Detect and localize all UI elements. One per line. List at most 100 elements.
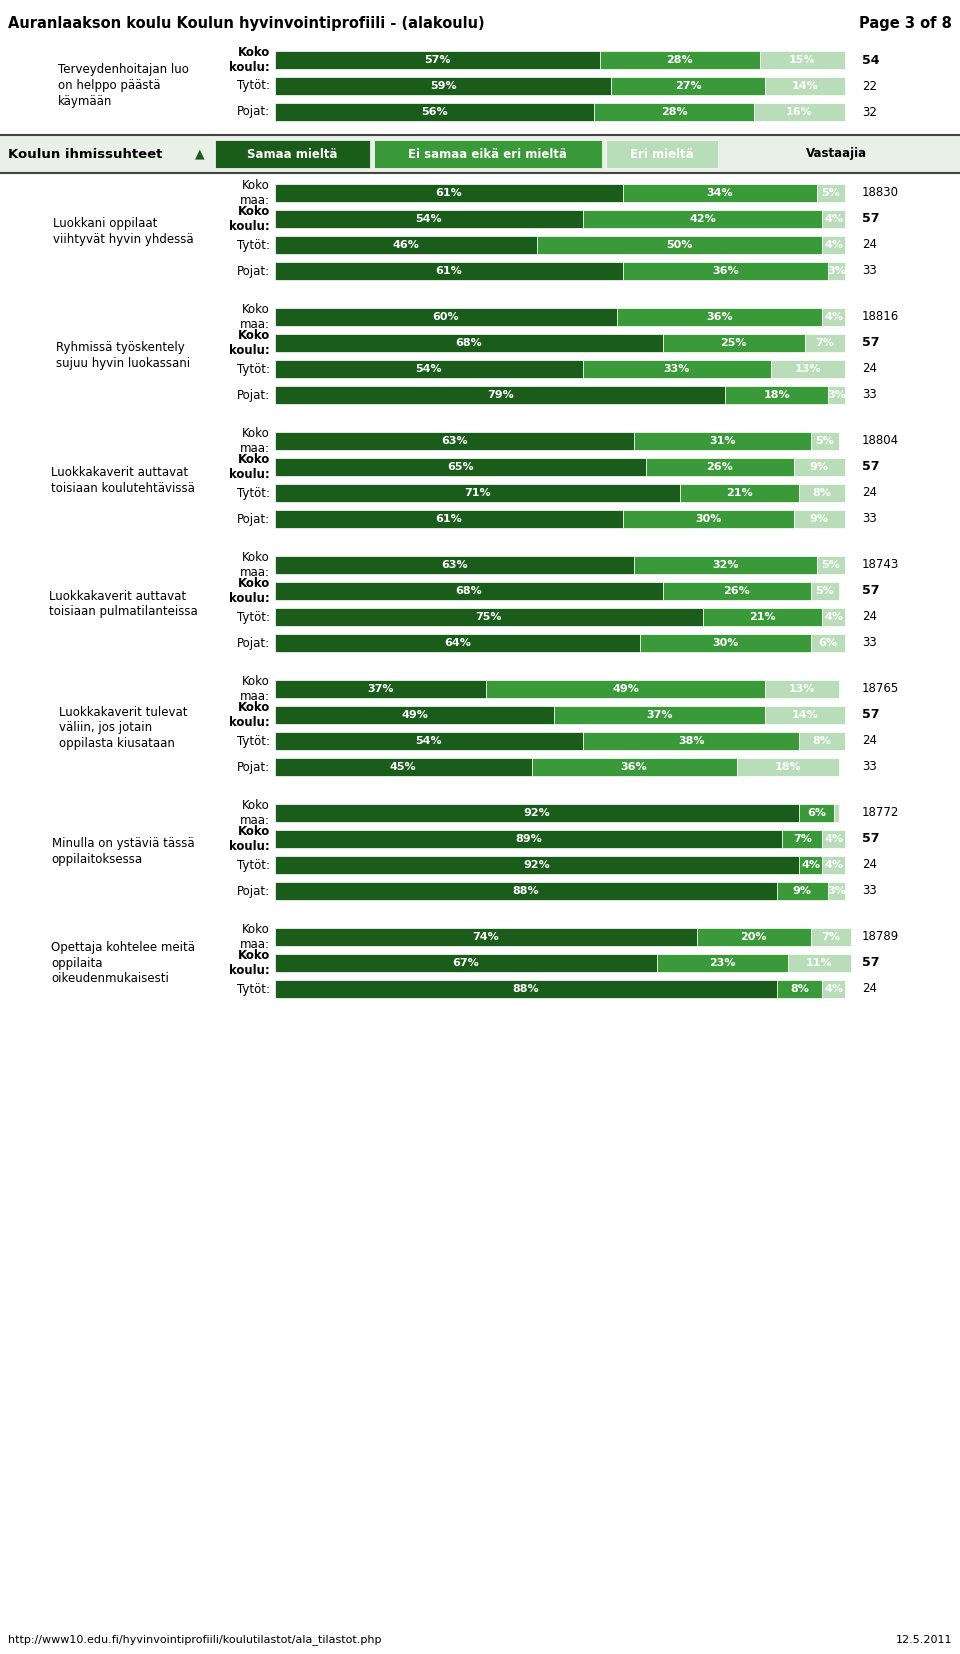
Text: Pojat:: Pojat: bbox=[237, 513, 270, 526]
Bar bbox=[765, 680, 839, 698]
Text: Minulla on ystäviä tässä
oppilaitoksessa: Minulla on ystäviä tässä oppilaitoksessa bbox=[52, 837, 194, 867]
Text: 4%: 4% bbox=[824, 213, 843, 223]
Bar bbox=[275, 485, 680, 503]
Text: 49%: 49% bbox=[612, 685, 639, 695]
Bar bbox=[275, 509, 623, 528]
Bar bbox=[822, 237, 845, 255]
Text: 88%: 88% bbox=[513, 887, 540, 896]
Text: 5%: 5% bbox=[822, 561, 840, 571]
Text: 26%: 26% bbox=[707, 461, 733, 471]
Text: 36%: 36% bbox=[621, 762, 647, 772]
Text: Koko
koulu:: Koko koulu: bbox=[229, 577, 270, 605]
Text: 22: 22 bbox=[862, 79, 877, 93]
Bar bbox=[275, 609, 703, 625]
Text: 24: 24 bbox=[862, 486, 877, 500]
Text: 61%: 61% bbox=[436, 266, 462, 276]
Text: Koko
koulu:: Koko koulu: bbox=[229, 701, 270, 729]
Text: 54%: 54% bbox=[416, 213, 443, 223]
Text: 18804: 18804 bbox=[862, 435, 900, 448]
Bar bbox=[583, 210, 822, 228]
Bar bbox=[275, 882, 777, 900]
Text: 60%: 60% bbox=[433, 313, 459, 323]
Text: 4%: 4% bbox=[824, 313, 843, 323]
Bar bbox=[805, 334, 845, 352]
Text: 18816: 18816 bbox=[862, 311, 900, 324]
Text: 46%: 46% bbox=[393, 240, 420, 250]
Text: 12.5.2011: 12.5.2011 bbox=[896, 1636, 952, 1646]
Bar bbox=[612, 78, 765, 94]
Bar bbox=[275, 830, 782, 849]
Text: Eri mieltä: Eri mieltä bbox=[630, 147, 694, 160]
Text: 21%: 21% bbox=[749, 612, 776, 622]
Text: 32: 32 bbox=[862, 106, 876, 119]
Bar bbox=[765, 706, 845, 724]
Bar bbox=[583, 361, 771, 379]
Text: 28%: 28% bbox=[660, 108, 687, 117]
Text: 36%: 36% bbox=[712, 266, 738, 276]
Text: 8%: 8% bbox=[813, 736, 831, 746]
Bar bbox=[275, 804, 800, 822]
Bar bbox=[811, 633, 845, 652]
Text: Opettaja kohtelee meitä
oppilaita
oikeudenmukaisesti: Opettaja kohtelee meitä oppilaita oikeud… bbox=[51, 941, 195, 986]
Bar bbox=[822, 308, 845, 326]
Bar bbox=[275, 633, 639, 652]
Bar bbox=[215, 141, 370, 169]
Text: Luokkakaverit auttavat
toisiaan pulmatilanteissa: Luokkakaverit auttavat toisiaan pulmatil… bbox=[49, 589, 198, 619]
Text: Ryhmissä työskentely
sujuu hyvin luokassani: Ryhmissä työskentely sujuu hyvin luokass… bbox=[56, 341, 190, 370]
Bar bbox=[594, 103, 754, 121]
Bar bbox=[811, 928, 851, 946]
Text: Koko
maa:: Koko maa: bbox=[240, 179, 270, 207]
Bar bbox=[635, 556, 817, 574]
Text: 18830: 18830 bbox=[862, 187, 899, 200]
Text: 3%: 3% bbox=[828, 887, 846, 896]
Bar bbox=[623, 184, 817, 202]
Text: 33: 33 bbox=[862, 265, 876, 278]
Bar bbox=[822, 981, 845, 997]
Bar bbox=[794, 509, 845, 528]
Text: 63%: 63% bbox=[442, 561, 468, 571]
Bar bbox=[800, 857, 822, 873]
Bar bbox=[275, 308, 617, 326]
Bar bbox=[275, 556, 635, 574]
Bar bbox=[680, 485, 800, 503]
Text: Pojat:: Pojat: bbox=[237, 106, 270, 119]
Bar bbox=[275, 78, 612, 94]
Text: Pojat:: Pojat: bbox=[237, 389, 270, 402]
Text: 14%: 14% bbox=[792, 81, 819, 91]
Text: 68%: 68% bbox=[455, 337, 482, 347]
Text: 33: 33 bbox=[862, 637, 876, 650]
Bar bbox=[645, 458, 794, 476]
Text: Page 3 of 8: Page 3 of 8 bbox=[859, 17, 952, 31]
Bar bbox=[771, 361, 845, 379]
Text: Luokkakaverit tulevat
väliin, jos jotain
oppilasta kiusataan: Luokkakaverit tulevat väliin, jos jotain… bbox=[59, 706, 187, 751]
Text: Samaa mieltä: Samaa mieltä bbox=[248, 147, 338, 160]
Bar bbox=[703, 609, 822, 625]
Bar bbox=[662, 334, 805, 352]
Text: 13%: 13% bbox=[795, 364, 821, 374]
Bar bbox=[833, 804, 839, 822]
Text: ▲: ▲ bbox=[195, 147, 204, 160]
Text: Ei samaa eikä eri mieltä: Ei samaa eikä eri mieltä bbox=[409, 147, 567, 160]
Bar bbox=[275, 261, 623, 280]
Bar bbox=[606, 141, 718, 169]
Bar bbox=[374, 141, 602, 169]
Text: 18%: 18% bbox=[763, 390, 790, 400]
Bar bbox=[817, 184, 845, 202]
Text: 54%: 54% bbox=[416, 364, 443, 374]
Text: 74%: 74% bbox=[472, 931, 499, 943]
Bar bbox=[275, 954, 657, 973]
Text: 5%: 5% bbox=[816, 437, 834, 447]
Text: 67%: 67% bbox=[452, 958, 479, 968]
Text: 3%: 3% bbox=[828, 266, 846, 276]
Text: 65%: 65% bbox=[447, 461, 473, 471]
Text: 88%: 88% bbox=[513, 984, 540, 994]
Bar bbox=[275, 432, 635, 450]
Text: Tytöt:: Tytöt: bbox=[237, 734, 270, 748]
Text: Koko
koulu:: Koko koulu: bbox=[229, 46, 270, 74]
Bar bbox=[275, 361, 583, 379]
Text: 71%: 71% bbox=[464, 488, 491, 498]
Text: 18743: 18743 bbox=[862, 559, 900, 572]
Text: Tytöt:: Tytöt: bbox=[237, 79, 270, 93]
Text: 9%: 9% bbox=[793, 887, 812, 896]
Bar bbox=[275, 51, 600, 69]
